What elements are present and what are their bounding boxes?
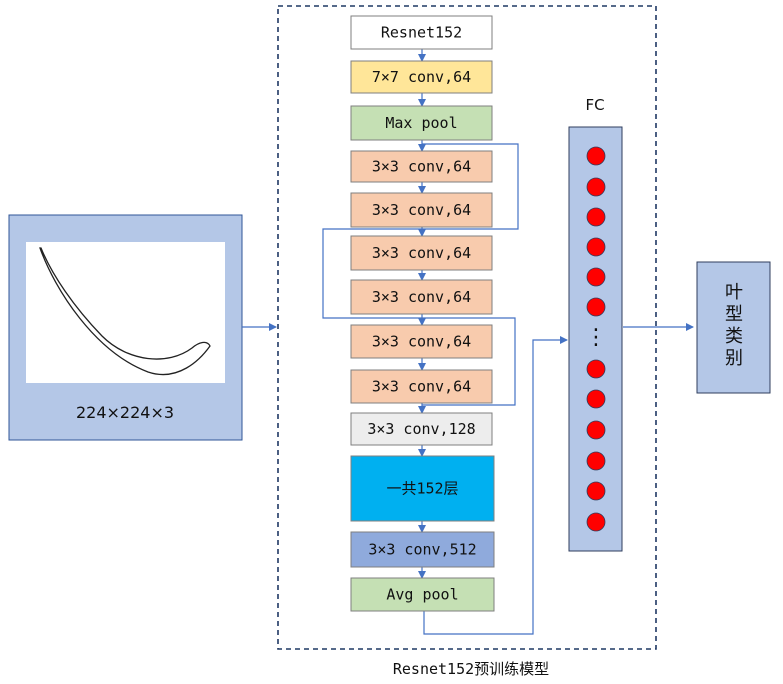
- fc-neuron: [586, 207, 606, 227]
- layer-box-label: 3×3 conv,64: [372, 201, 471, 219]
- layer-box-label: 一共152层: [386, 480, 458, 498]
- fc-neuron: [586, 420, 606, 440]
- layer-box-rect: [350, 105, 493, 141]
- model-frame: [277, 5, 657, 650]
- model-caption: Resnet152预训练模型: [393, 660, 549, 678]
- fc-neuron: [586, 267, 606, 287]
- fc-neuron: [586, 389, 606, 409]
- layer-box-2: 7×7 conv,64: [350, 60, 493, 94]
- arrow-model-to-fc: [423, 336, 568, 635]
- layer-box-4: 3×3 conv,64: [350, 150, 493, 183]
- blade-profile-icon: [39, 247, 211, 376]
- layer-box-rect: [350, 235, 493, 271]
- output-box: 叶型类别: [696, 261, 771, 394]
- fc-panel: [568, 126, 623, 552]
- fc-neuron: [586, 481, 606, 501]
- layer-box-rect: [350, 279, 493, 315]
- fc-ellipsis: ⋮: [585, 325, 607, 350]
- layer-box-rect: [350, 192, 493, 228]
- input-size-label: 224×224×3: [76, 403, 174, 422]
- output-panel: [696, 261, 771, 394]
- layer-box-label: 3×3 conv,64: [372, 288, 471, 306]
- residual-skip-2: [322, 228, 422, 319]
- fc-neuron: [586, 177, 606, 197]
- layer-box-rect: [350, 412, 493, 446]
- layer-box-label: 3×3 conv,64: [372, 244, 471, 262]
- layer-box-rect: [350, 150, 493, 183]
- layer-box-10: 3×3 conv,128: [350, 412, 493, 446]
- layer-box-8: 3×3 conv,64: [350, 324, 493, 359]
- layer-box-label: 3×3 conv,64: [372, 158, 471, 176]
- layer-box-12: 3×3 conv,512: [350, 531, 495, 568]
- layer-box-3: Max pool: [350, 105, 493, 141]
- fc-layer: FC ⋮: [568, 96, 623, 552]
- layer-box-label: 3×3 conv,128: [367, 420, 475, 438]
- fc-neuron: [586, 297, 606, 317]
- layer-box-label: 3×3 conv,512: [368, 541, 476, 559]
- layer-box-11: 一共152层: [350, 455, 495, 522]
- residual-skip-3: [422, 317, 516, 406]
- fc-neuron: [586, 359, 606, 379]
- layer-box-rect: [350, 15, 493, 50]
- layer-box-9: 3×3 conv,64: [350, 369, 493, 404]
- layer-box-13: Avg pool: [350, 577, 495, 612]
- residual-skip-1: [422, 143, 519, 230]
- output-label: 叶型类别: [725, 282, 743, 369]
- layer-box-rect: [350, 531, 495, 568]
- layer-box-label: Max pool: [385, 114, 457, 132]
- layer-box-label: 3×3 conv,64: [372, 333, 471, 351]
- layer-box-1: Resnet152: [350, 15, 493, 50]
- layer-box-rect: [350, 369, 493, 404]
- input-image-panel: 224×224×3: [8, 214, 243, 441]
- layer-box-label: Avg pool: [386, 586, 458, 604]
- layer-box-7: 3×3 conv,64: [350, 279, 493, 315]
- layer-box-label: 7×7 conv,64: [372, 68, 471, 86]
- layer-box-rect: [350, 324, 493, 359]
- layer-box-5: 3×3 conv,64: [350, 192, 493, 228]
- fc-neuron: [586, 237, 606, 257]
- input-image-canvas: [26, 242, 225, 383]
- layer-box-label: 3×3 conv,64: [372, 378, 471, 396]
- fc-neuron: [586, 451, 606, 471]
- fc-title: FC: [585, 96, 604, 114]
- layer-box-label: Resnet152: [381, 24, 462, 42]
- layer-box-rect: [350, 455, 495, 522]
- layer-stack: Resnet152 7×7 conv,64 Max pool 3×3 conv,64 3…: [350, 15, 495, 612]
- fc-neuron: [586, 146, 606, 166]
- layer-box-rect: [350, 577, 495, 612]
- fc-neurons: [586, 146, 606, 532]
- layer-box-6: 3×3 conv,64: [350, 235, 493, 271]
- layer-box-rect: [350, 60, 493, 94]
- fc-neuron: [586, 512, 606, 532]
- connectors: [242, 49, 694, 635]
